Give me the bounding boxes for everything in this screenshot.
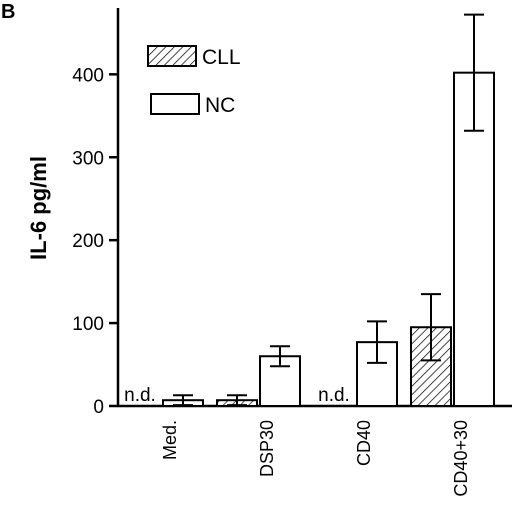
panel-label: B: [1, 1, 15, 23]
y-tick-label-100: 100: [72, 314, 104, 335]
error-bar-cll-dsp30: [227, 394, 247, 407]
legend-swatch-nc: [150, 93, 200, 115]
legend-label-cll: CLL: [202, 46, 241, 69]
y-axis-label: IL-6 pg/ml: [26, 156, 51, 260]
error-bar-nc-med: [173, 394, 193, 407]
y-tick-label-0: 0: [93, 397, 104, 418]
x-tick-label-med: Med.: [160, 420, 180, 460]
y-tick-label-200: 200: [72, 231, 104, 252]
error-bars-group: [173, 13, 484, 407]
error-bar-nc-cd40: [367, 320, 387, 364]
y-tick-label-300: 300: [72, 148, 104, 169]
annotation-cll-med: n.d.: [124, 385, 156, 406]
x-tick-label-cd40: CD40: [354, 420, 374, 466]
legend-swatch-cll: [147, 45, 197, 67]
bars-group: n.d. n.d.: [124, 71, 495, 408]
x-tick-label-cd40-30: CD40+30: [451, 420, 471, 497]
annotation-cll-cd40: n.d.: [318, 385, 350, 406]
error-bar-nc-cd40-30: [464, 13, 484, 132]
y-axis-ticks: 0 100 200 300 400: [72, 65, 118, 418]
error-bar-cll-cd40-30: [421, 293, 441, 362]
y-tick-label-400: 400: [72, 65, 104, 86]
legend: CLL NC: [147, 45, 241, 117]
x-axis-tick-labels: Med. DSP30 CD40 CD40+30: [160, 420, 471, 497]
error-bar-nc-dsp30: [270, 345, 290, 368]
legend-label-nc: NC: [205, 94, 235, 117]
x-tick-label-dsp30: DSP30: [257, 420, 277, 477]
